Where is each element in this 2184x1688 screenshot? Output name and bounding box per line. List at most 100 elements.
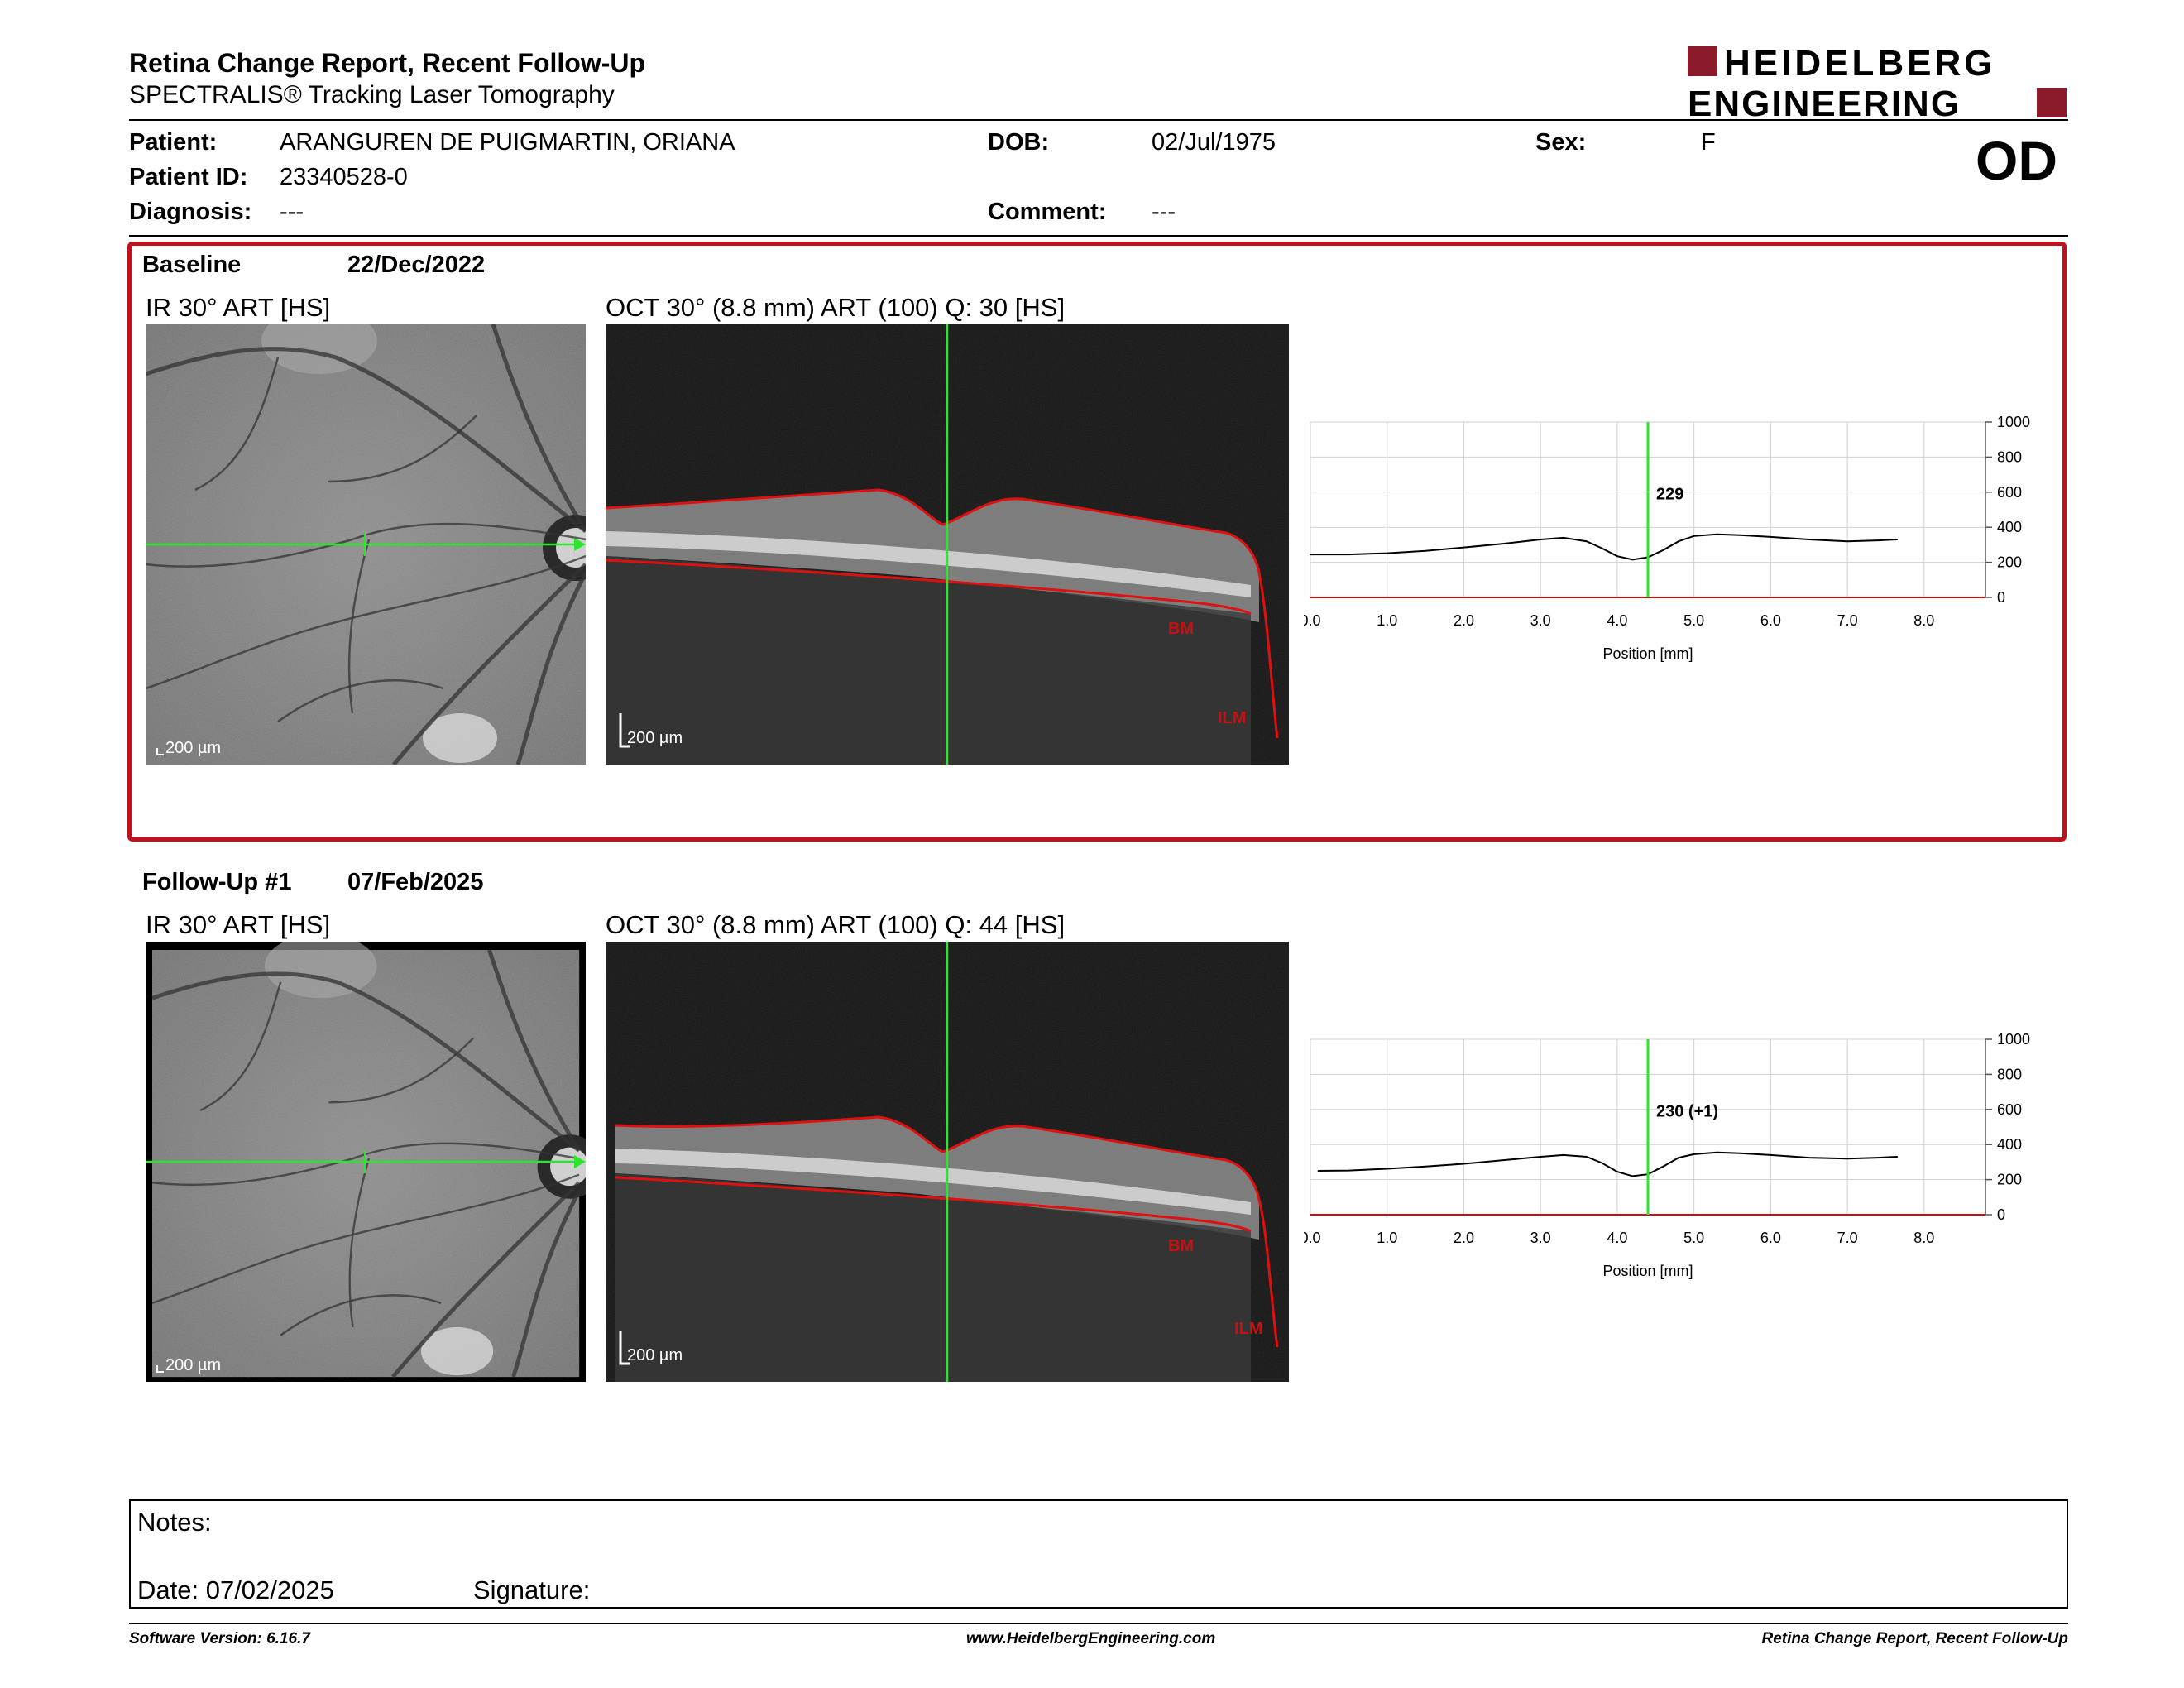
x-tick-label: 5.0 <box>1684 612 1704 629</box>
y-tick-label: 1000 <box>1997 414 2030 430</box>
footer-divider <box>129 1623 2068 1624</box>
x-tick-label: 4.0 <box>1607 1230 1627 1246</box>
x-tick-label: 1.0 <box>1377 1230 1397 1246</box>
y-tick-label: 800 <box>1997 1066 2022 1082</box>
thickness-data-point <box>1808 539 1810 540</box>
eye-indicator: OD <box>1976 130 2057 191</box>
y-tick-label: 0 <box>1997 589 2005 606</box>
heidelberg-logo: HEIDELBERG ENGINEERING <box>1688 43 2067 121</box>
scale-bar-icon <box>619 713 630 748</box>
baseline-panel[interactable] <box>127 242 2067 842</box>
x-axis-label: Position [mm] <box>1602 645 1693 662</box>
thickness-data-point <box>1716 1151 1718 1153</box>
bm-label: BM <box>1168 1237 1194 1255</box>
thickness-data-point <box>1678 1157 1679 1158</box>
oct-image-label: OCT 30° (8.8 mm) ART (100) Q: 30 [HS] <box>606 293 1066 322</box>
scale-bar-icon <box>619 1331 630 1365</box>
scan-arrow-icon <box>574 1155 586 1168</box>
patient-id: 23340528-0 <box>280 164 408 190</box>
y-tick-label: 1000 <box>1997 1031 2030 1048</box>
x-tick-label: 5.0 <box>1684 1230 1704 1246</box>
oct-bscan-image[interactable]: BM ILM 200 µm <box>606 324 1289 765</box>
x-tick-label: 6.0 <box>1760 1230 1781 1246</box>
sex-value: F <box>1701 129 1716 156</box>
thickness-chart[interactable]: 0.0 1.0 2.0 3.0 4.0 5.0 6.0 7.0 8.0 0 200 400 600 800… <box>1304 414 2032 679</box>
ir-fundus-image[interactable]: 200 µm <box>146 942 586 1382</box>
x-tick-label: 7.0 <box>1837 612 1858 629</box>
thickness-data-point <box>1616 1171 1618 1172</box>
thickness-value-label: 229 <box>1656 485 1684 503</box>
thickness-data-point <box>1502 543 1503 545</box>
thickness-data-point <box>1770 1154 1772 1156</box>
date-label: Date: 07/02/2025 <box>137 1575 334 1604</box>
ir-image-label: IR 30° ART [HS] <box>146 293 331 322</box>
logo-square-top <box>1688 46 1717 76</box>
oct-scale-label: 200 µm <box>627 1346 682 1364</box>
thickness-data-point <box>1877 1157 1879 1158</box>
y-tick-label: 600 <box>1997 1101 2022 1118</box>
thickness-data-point <box>1601 547 1603 549</box>
oct-bscan-image[interactable]: BM ILM 200 µm <box>606 942 1289 1382</box>
scale-bar-icon <box>156 748 164 755</box>
thickness-data-point <box>1631 559 1634 561</box>
thickness-data-point <box>1586 1156 1588 1158</box>
thickness-data-point <box>1631 1175 1634 1177</box>
x-tick-label: 0.0 <box>1304 612 1321 629</box>
x-tick-label: 4.0 <box>1607 612 1627 629</box>
ir-scale-label: 200 µm <box>165 739 221 757</box>
exam-label: Baseline <box>142 252 242 278</box>
ilm-label: ILM <box>1234 1320 1262 1338</box>
x-tick-label: 6.0 <box>1760 612 1781 629</box>
exam-label: Follow-Up #1 <box>142 869 292 895</box>
thickness-data-point <box>1846 540 1848 542</box>
ir-image-label: IR 30° ART [HS] <box>146 910 331 939</box>
diagnosis-value: --- <box>280 199 304 225</box>
x-tick-label: 8.0 <box>1913 1230 1934 1246</box>
y-tick-label: 200 <box>1997 554 2022 571</box>
exam-date: 22/Dec/2022 <box>347 252 486 278</box>
scale-bar-icon <box>156 1365 164 1373</box>
thickness-chart[interactable]: 0.0 1.0 2.0 3.0 4.0 5.0 6.0 7.0 8.0 0 200 400 600 800… <box>1304 1031 2032 1296</box>
sex-label: Sex: <box>1535 129 1587 156</box>
thickness-data-point <box>1386 552 1388 554</box>
thickness-series-line <box>1318 1151 1898 1177</box>
x-tick-label: 7.0 <box>1837 1230 1858 1246</box>
thickness-data-point <box>1425 1165 1426 1168</box>
thickness-data-point <box>1563 1154 1564 1156</box>
patient-label: Patient: <box>129 129 218 156</box>
notes-box[interactable]: Notes: Date: 07/02/2025 Signature: <box>129 1499 2068 1609</box>
bm-label: BM <box>1168 620 1194 638</box>
patient-id-label: Patient ID: <box>129 164 248 190</box>
footer-version: Software Version: 6.16.7 <box>129 1630 310 1647</box>
thickness-data-point <box>1348 1169 1350 1172</box>
ilm-segmentation-line <box>606 488 1279 739</box>
thickness-data-point <box>1662 1165 1664 1168</box>
diagnosis-label: Diagnosis: <box>129 199 252 225</box>
thickness-data-point <box>1808 1157 1810 1158</box>
x-tick-label: 3.0 <box>1530 612 1551 629</box>
patient-name: ARANGUREN DE PUIGMARTIN, ORIANA <box>280 129 735 156</box>
thickness-data-point <box>1502 1159 1503 1162</box>
footer-url[interactable]: www.HeidelbergEngineering.com <box>966 1630 1216 1647</box>
thickness-data-point <box>1896 1156 1899 1158</box>
footer-report-name: Retina Change Report, Recent Follow-Up <box>1761 1630 2068 1647</box>
x-tick-label: 8.0 <box>1913 612 1934 629</box>
thickness-data-point <box>1586 540 1588 542</box>
thickness-data-point <box>1693 535 1695 537</box>
exam-date: 07/Feb/2025 <box>347 869 484 895</box>
thickness-data-point <box>1896 539 1899 540</box>
ir-fundus-image[interactable]: 200 µm <box>146 324 586 765</box>
comment-label: Comment: <box>988 199 1107 225</box>
thickness-data-point <box>1540 539 1541 540</box>
report-title: Retina Change Report, Recent Follow-Up <box>129 48 646 78</box>
thickness-data-point <box>1739 1153 1741 1154</box>
thickness-data-point <box>1386 1168 1388 1170</box>
thickness-data-point <box>1348 554 1350 555</box>
x-axis-label: Position [mm] <box>1602 1263 1693 1279</box>
thickness-data-point <box>1463 1163 1465 1165</box>
ir-scale-label: 200 µm <box>165 1356 221 1374</box>
thickness-data-point <box>1317 1170 1320 1172</box>
scan-arrow-icon <box>574 538 586 551</box>
bm-segmentation-line <box>615 1176 1252 1233</box>
thickness-data-point <box>1310 554 1311 555</box>
